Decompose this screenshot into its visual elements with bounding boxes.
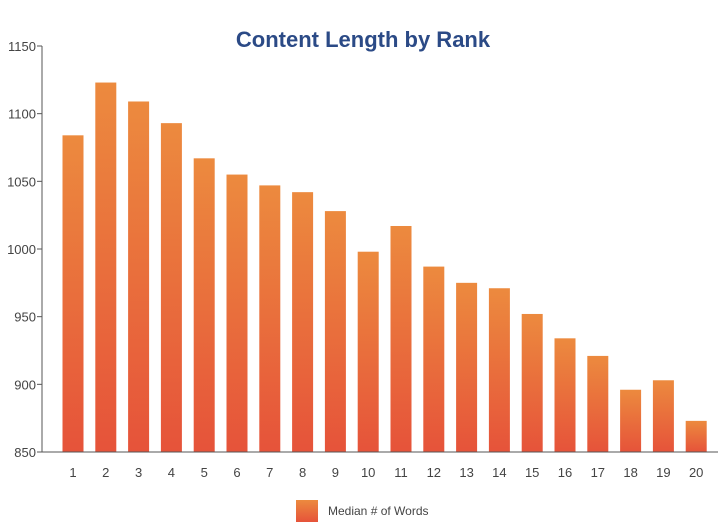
x-tick-label: 6: [233, 465, 240, 480]
bar-8: [292, 192, 314, 452]
bar-4: [160, 123, 182, 452]
y-tick-label: 1050: [7, 174, 36, 189]
x-tick-label: 3: [135, 465, 142, 480]
bar-20: [685, 420, 707, 452]
bar-12: [423, 266, 445, 452]
y-tick-label: 850: [14, 445, 36, 460]
y-tick-label: 1000: [7, 242, 36, 257]
y-tick-label: 1100: [8, 107, 36, 122]
bar-5: [193, 158, 215, 452]
x-axis: 1 2 3 4 5 6 7 8 9 10 11 12 13 14 15 16 17 18 19 20: [42, 451, 718, 480]
x-tick-label: 19: [656, 465, 670, 480]
bar-3: [128, 101, 150, 452]
x-tick-label: 10: [361, 465, 375, 480]
x-tick-label: 12: [427, 465, 441, 480]
y-tick-label: 900: [14, 377, 36, 392]
y-axis: 850 900 950 1000 1050 1100 1150: [7, 39, 43, 460]
x-tick-label: 17: [591, 465, 605, 480]
x-tick-label: 16: [558, 465, 572, 480]
bar-11: [390, 225, 412, 452]
x-tick-label: 4: [168, 465, 175, 480]
bar-1: [62, 135, 84, 452]
x-tick-label: 20: [689, 465, 703, 480]
legend-label: Median # of Words: [328, 504, 429, 518]
x-tick-label: 2: [102, 465, 109, 480]
bar-13: [456, 282, 478, 452]
bar-14: [488, 288, 510, 452]
bar-18: [620, 389, 642, 452]
x-tick-label: 11: [394, 465, 408, 480]
x-tick-label: 13: [459, 465, 473, 480]
bar-17: [587, 355, 609, 452]
bar-6: [226, 174, 248, 453]
bar-16: [554, 338, 576, 452]
bar-9: [324, 211, 346, 452]
bars: [62, 82, 707, 453]
chart-title: Content Length by Rank: [236, 27, 491, 52]
bar-7: [259, 185, 281, 453]
legend-swatch: [296, 500, 318, 522]
x-tick-label: 18: [623, 465, 637, 480]
bar-15: [521, 313, 543, 452]
x-tick-label: 8: [299, 465, 306, 480]
x-tick-label: 1: [69, 465, 76, 480]
y-tick-label: 1150: [8, 39, 36, 54]
x-tick-label: 15: [525, 465, 539, 480]
bar-2: [95, 82, 117, 452]
x-tick-label: 9: [332, 465, 339, 480]
bar-10: [357, 251, 379, 452]
x-tick-label: 7: [266, 465, 273, 480]
bar-19: [652, 380, 674, 452]
x-tick-label: 14: [492, 465, 506, 480]
y-tick-label: 950: [14, 310, 36, 325]
x-tick-label: 5: [201, 465, 208, 480]
legend: Median # of Words: [296, 500, 429, 522]
